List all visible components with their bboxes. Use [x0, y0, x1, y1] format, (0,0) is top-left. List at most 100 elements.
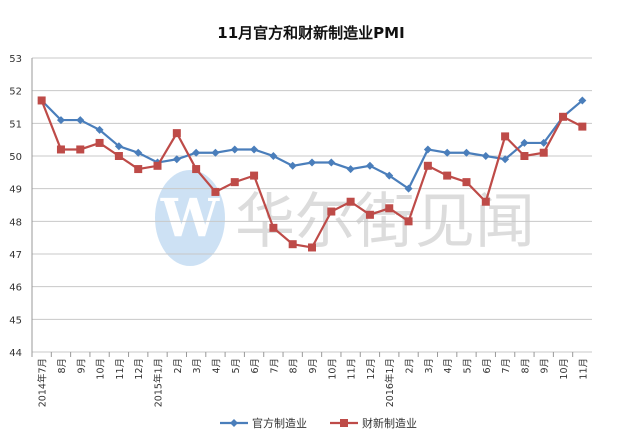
data-point: [365, 161, 374, 170]
data-point: [250, 171, 259, 180]
x-tick-label: 9月: [540, 358, 551, 374]
series-official: [37, 96, 587, 193]
x-tick-label: 10月: [327, 358, 338, 380]
y-tick-label: 45: [9, 315, 22, 326]
x-tick-label: 12月: [134, 358, 145, 380]
y-tick-label: 51: [9, 119, 22, 130]
data-point: [539, 148, 548, 157]
data-point: [153, 161, 162, 170]
x-tick-label: 8月: [57, 358, 68, 374]
data-point: [462, 178, 471, 187]
data-point: [385, 204, 394, 213]
data-point: [346, 197, 355, 206]
data-point: [250, 145, 259, 154]
data-point: [134, 165, 143, 174]
y-tick-label: 44: [9, 348, 22, 359]
x-tick-label: 9月: [308, 358, 319, 374]
data-point: [95, 125, 104, 134]
data-point: [172, 129, 181, 138]
chart-title: 11月官方和财新制造业PMI: [217, 24, 405, 42]
data-point: [385, 171, 394, 180]
x-tick-label: 5月: [462, 358, 473, 374]
x-tick-label: 2月: [405, 358, 416, 374]
data-point: [269, 152, 278, 160]
x-tick-label: 10月: [96, 358, 107, 380]
x-tick-label: 8月: [520, 358, 531, 374]
data-point: [327, 158, 336, 167]
data-point: [462, 148, 471, 157]
data-point: [308, 243, 316, 252]
data-point: [76, 116, 85, 125]
data-point: [56, 116, 65, 125]
svg-text:W: W: [160, 188, 221, 249]
data-point: [37, 96, 46, 105]
data-point: [481, 152, 490, 160]
data-point: [559, 112, 568, 121]
data-point: [443, 171, 452, 180]
watermark-logo-icon: [155, 170, 225, 266]
x-tick-label: 2014年7月: [37, 358, 49, 407]
data-point: [423, 145, 432, 154]
series-line: [40, 99, 584, 191]
data-point: [346, 165, 355, 174]
data-point: [114, 142, 123, 151]
data-point: [365, 210, 374, 219]
data-point: [423, 161, 432, 170]
x-tick-label: 2月: [173, 358, 184, 374]
data-point: [211, 187, 220, 196]
data-point: [76, 145, 85, 154]
data-point: [114, 152, 123, 160]
data-point: [501, 155, 510, 164]
x-tick-label: 7月: [501, 358, 512, 374]
data-point: [520, 138, 529, 147]
x-tick-label: 3月: [192, 358, 203, 374]
x-tick-label: 12月: [366, 358, 377, 380]
data-point: [308, 158, 316, 167]
data-point: [578, 96, 587, 105]
y-tick-label: 53: [9, 54, 22, 65]
x-tick-label: 10月: [559, 358, 570, 380]
x-tick-label: 4月: [211, 358, 222, 374]
data-point: [520, 152, 529, 160]
data-point: [404, 184, 413, 193]
x-tick-label: 9月: [76, 358, 87, 374]
legend-label: 财新制造业: [362, 416, 417, 430]
series-caixin: [37, 96, 587, 252]
x-tick-label: 8月: [289, 358, 300, 374]
data-point: [230, 145, 239, 154]
y-tick-label: 47: [9, 250, 22, 261]
x-tick-label: 11月: [115, 358, 126, 380]
x-tick-label: 2015年1月: [153, 358, 165, 407]
y-tick-label: 46: [9, 283, 22, 294]
x-tick-label: 3月: [424, 358, 435, 374]
y-tick-label: 48: [9, 217, 22, 228]
data-point: [539, 138, 548, 147]
data-point: [192, 165, 201, 174]
legend-marker: [230, 419, 238, 427]
data-point: [501, 132, 510, 141]
x-tick-label: 7月: [269, 358, 280, 374]
data-point: [56, 145, 65, 154]
x-tick-label: 4月: [443, 358, 454, 374]
x-tick-label: 11月: [578, 358, 589, 380]
y-tick-label: 52: [9, 87, 22, 98]
watermark-text: 华尔街见闻: [235, 187, 535, 257]
x-tick-label: 5月: [231, 358, 242, 374]
data-point: [172, 155, 181, 164]
data-point: [134, 148, 143, 157]
data-point: [211, 148, 220, 157]
legend-marker: [340, 419, 348, 427]
x-tick-label: 11月: [347, 358, 358, 380]
legend: 官方制造业 财新制造业: [220, 416, 417, 430]
x-tick-label: 6月: [482, 358, 493, 374]
data-point: [443, 148, 452, 157]
y-tick-label: 50: [9, 152, 22, 163]
data-point: [288, 161, 297, 170]
y-tick-label: 49: [9, 185, 22, 196]
data-point: [288, 240, 297, 249]
legend-label: 官方制造业: [252, 416, 307, 430]
data-point: [192, 148, 201, 157]
data-point: [481, 197, 490, 206]
